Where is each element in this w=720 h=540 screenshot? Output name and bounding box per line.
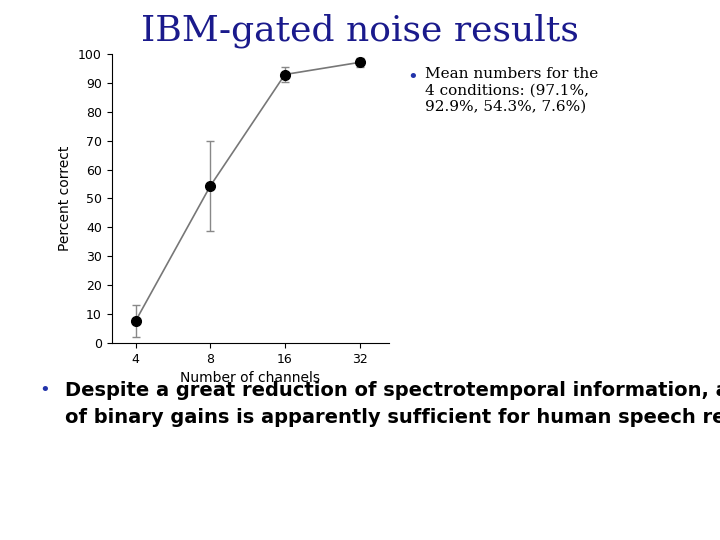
Text: •: • (407, 68, 418, 85)
Y-axis label: Percent correct: Percent correct (58, 146, 73, 251)
X-axis label: Number of channels: Number of channels (180, 371, 320, 385)
Text: of binary gains is apparently sufficient for human speech recognition: of binary gains is apparently sufficient… (65, 408, 720, 427)
Text: Despite a great reduction of spectrotemporal information, a pattern: Despite a great reduction of spectrotemp… (65, 381, 720, 400)
Text: Mean numbers for the
4 conditions: (97.1%,
92.9%, 54.3%, 7.6%): Mean numbers for the 4 conditions: (97.1… (425, 68, 598, 114)
Text: IBM-gated noise results: IBM-gated noise results (141, 14, 579, 48)
Text: •: • (40, 381, 50, 399)
